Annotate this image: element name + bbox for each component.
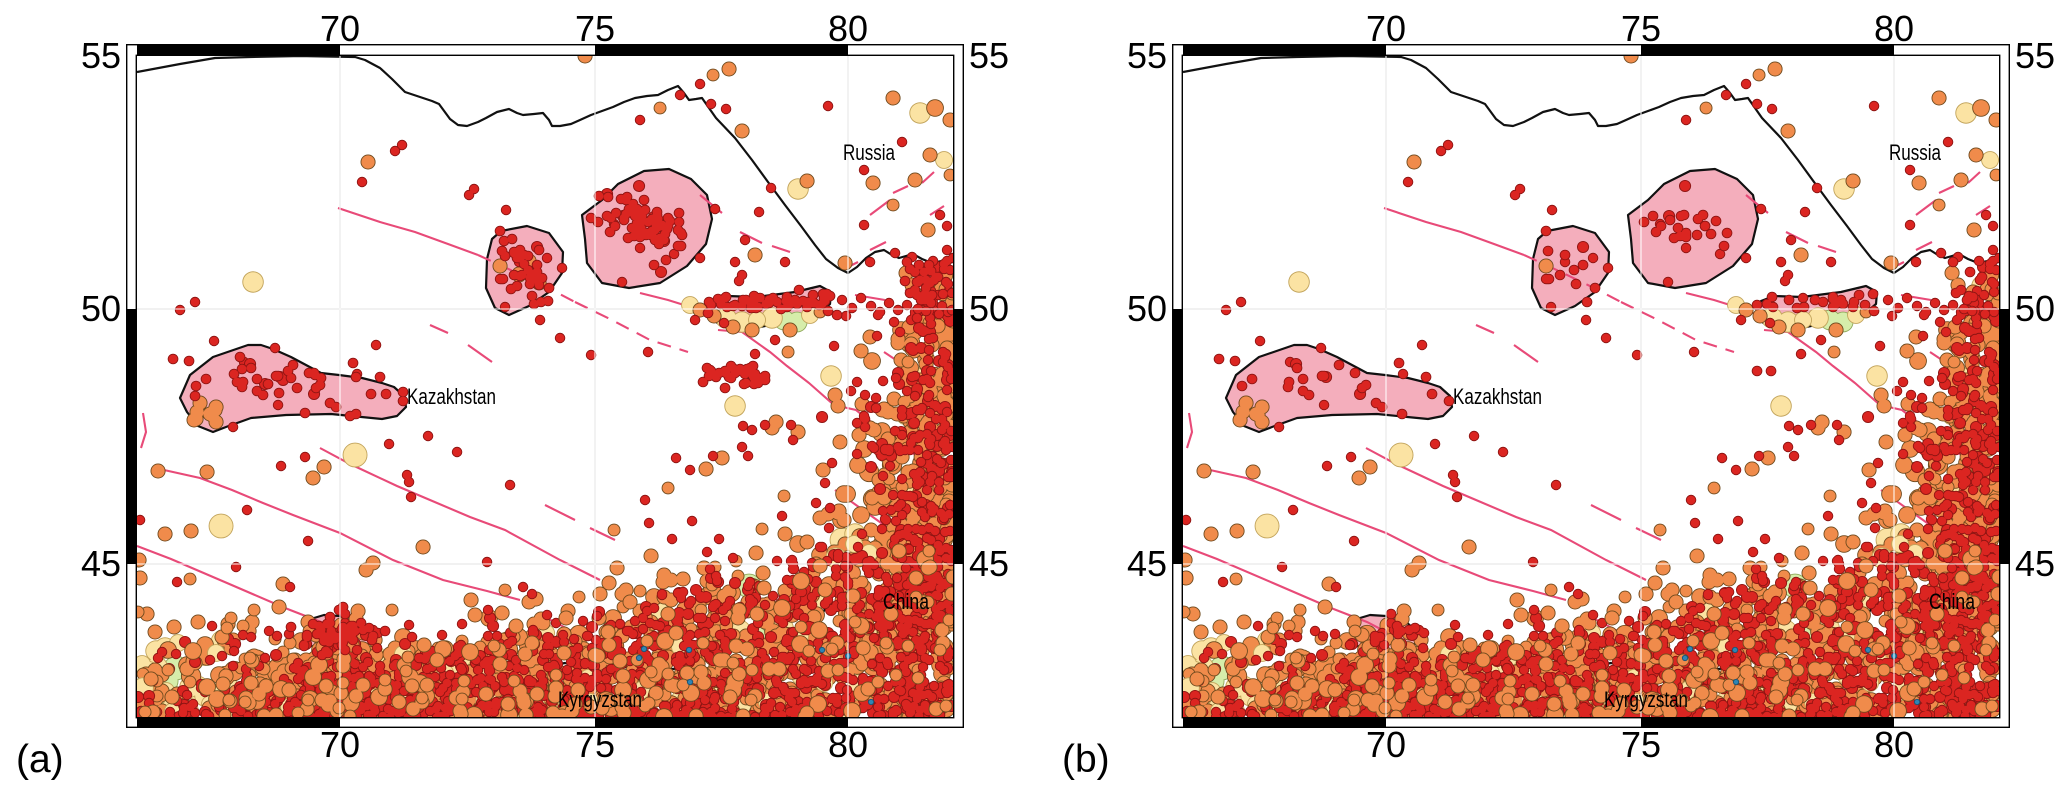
svg-text:45: 45 [2015,543,2055,584]
svg-text:70: 70 [1366,8,1406,49]
svg-text:China: China [1929,589,1976,614]
svg-text:Kazakhstan: Kazakhstan [1453,384,1542,409]
svg-text:80: 80 [1874,8,1914,49]
svg-text:70: 70 [1366,724,1406,765]
svg-text:80: 80 [1874,724,1914,765]
svg-text:Russia: Russia [843,140,896,165]
svg-text:50: 50 [2015,288,2055,329]
svg-text:55: 55 [969,35,1009,76]
svg-text:55: 55 [2015,35,2055,76]
svg-text:(a): (a) [16,738,64,781]
svg-text:75: 75 [1621,8,1661,49]
svg-text:China: China [883,589,930,614]
svg-text:50: 50 [969,288,1009,329]
svg-text:45: 45 [1127,543,1167,584]
svg-text:55: 55 [1127,35,1167,76]
svg-text:(b): (b) [1062,738,1110,781]
svg-text:Kyrgyzstan: Kyrgyzstan [1604,687,1688,712]
svg-text:50: 50 [81,288,121,329]
svg-text:70: 70 [320,8,360,49]
svg-text:75: 75 [1621,724,1661,765]
svg-text:80: 80 [828,8,868,49]
svg-text:45: 45 [969,543,1009,584]
svg-text:45: 45 [81,543,121,584]
svg-text:75: 75 [575,8,615,49]
svg-text:50: 50 [1127,288,1167,329]
svg-text:80: 80 [828,724,868,765]
svg-text:Kazakhstan: Kazakhstan [407,384,496,409]
svg-text:Kyrgyzstan: Kyrgyzstan [558,687,642,712]
svg-text:70: 70 [320,724,360,765]
svg-text:55: 55 [81,35,121,76]
svg-text:75: 75 [575,724,615,765]
svg-text:Russia: Russia [1889,140,1942,165]
